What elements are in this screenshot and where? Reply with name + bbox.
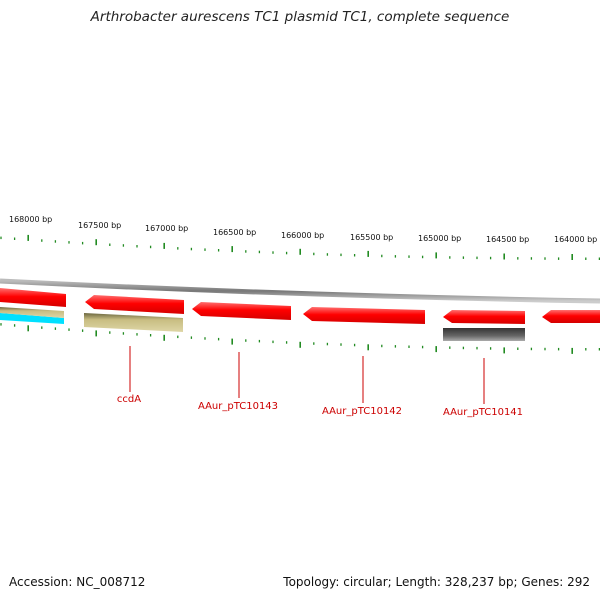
scale-ticks-top <box>0 234 600 260</box>
gene-label[interactable]: AAur_pTC10142 <box>322 406 402 417</box>
scale-label: 164500 bp <box>486 235 529 244</box>
feature-track <box>0 307 525 341</box>
scale-label: 168000 bp <box>9 215 52 224</box>
scale-label: 167500 bp <box>78 221 121 230</box>
gene-label[interactable]: AAur_pTC10143 <box>198 401 278 412</box>
scale-label: 165000 bp <box>418 234 461 243</box>
scale-label: 166500 bp <box>213 228 256 237</box>
feature-bar-gray[interactable] <box>443 328 525 341</box>
gene-label[interactable]: AAur_pTC10141 <box>443 407 523 418</box>
scale-label: 166000 bp <box>281 231 324 240</box>
plasmid-backbone <box>0 278 600 304</box>
accession-label: Accession: NC_008712 <box>9 575 146 589</box>
gene-labels: ccdA AAur_pTC10143 AAur_pTC10142 AAur_pT… <box>117 394 523 418</box>
topology-summary: Topology: circular; Length: 328,237 bp; … <box>283 575 590 589</box>
scale-ticks-bottom <box>0 323 600 354</box>
gene-arrow[interactable] <box>542 310 600 323</box>
gene-arrow[interactable] <box>0 288 66 307</box>
gene-arrow-AAur_pTC10142[interactable] <box>303 307 425 324</box>
scale-label: 167000 bp <box>145 224 188 233</box>
scale-labels: 168000 bp 167500 bp 167000 bp 166500 bp … <box>9 215 597 244</box>
feature-bar-tan[interactable] <box>0 307 64 318</box>
gene-arrow-AAur_pTC10141[interactable] <box>443 310 525 324</box>
feature-bar-tan[interactable] <box>84 313 183 332</box>
gene-arrow-AAur_pTC10143[interactable] <box>192 302 291 320</box>
gene-label[interactable]: ccdA <box>117 394 141 405</box>
scale-label: 164000 bp <box>554 235 597 244</box>
gene-label-leaders <box>129 346 485 404</box>
scale-label: 165500 bp <box>350 233 393 242</box>
gene-arrow-ccdA[interactable] <box>85 295 184 314</box>
gene-track <box>0 288 600 324</box>
feature-bar-cyan[interactable] <box>0 313 64 324</box>
map-title: Arthrobacter aurescens TC1 plasmid TC1, … <box>90 9 510 25</box>
